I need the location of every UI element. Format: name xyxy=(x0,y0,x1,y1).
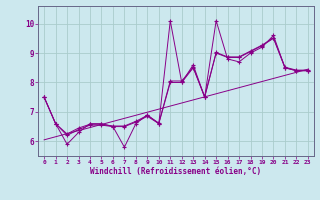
X-axis label: Windchill (Refroidissement éolien,°C): Windchill (Refroidissement éolien,°C) xyxy=(91,167,261,176)
